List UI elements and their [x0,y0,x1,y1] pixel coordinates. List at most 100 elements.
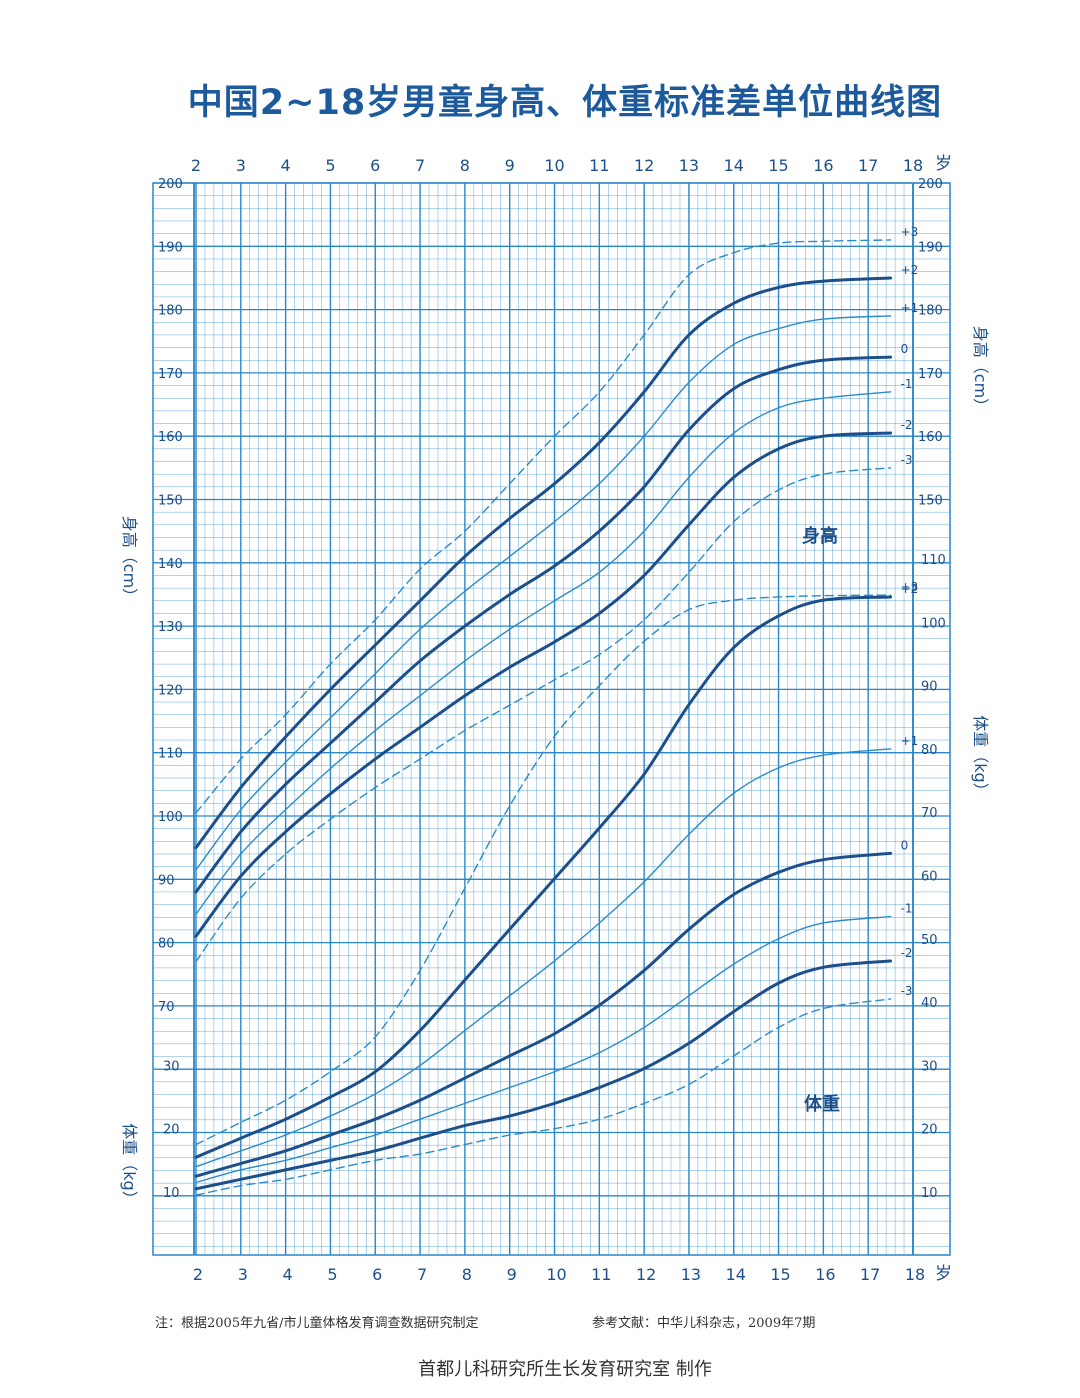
height-area-label: 身高 [802,525,838,547]
height-tick-left: 180 [158,304,183,319]
height-tick-left: 70 [158,1000,175,1015]
weight-tick-left: 10 [163,1186,180,1201]
height-curve-sd-2 [194,431,893,938]
page-title: 中国2~18岁男童身高、体重标准差单位曲线图 [187,83,943,123]
weight-curve-sd-2 [194,959,893,1191]
weight-sd-label: +3 [901,580,919,594]
height-tick-left: 140 [158,557,183,572]
maker-credit: 首都儿科研究所生长发育研究室 制作 [418,1359,712,1380]
weight-sd-label: -2 [901,946,913,960]
weight-curve-sd-3 [195,998,892,1196]
height-tick-left: 90 [158,873,175,888]
weight-tick-right: 70 [921,806,938,821]
age-tick-bottom: 3 [238,1265,248,1284]
height-sd-label: 0 [901,342,909,356]
age-tick-top: 16 [813,156,833,175]
age-tick-bottom: 8 [462,1265,472,1284]
height-sd-label: -1 [901,377,913,391]
weight-tick-left: 30 [163,1059,180,1074]
age-tick-top: 6 [370,156,380,175]
weight-sd-label: +1 [901,734,919,748]
age-tick-bottom: 5 [327,1265,337,1284]
height-tick-right: 180 [918,304,943,319]
height-tick-right: 160 [918,430,943,445]
height-sd-label: +1 [901,301,919,315]
weight-tick-right: 100 [921,616,946,631]
weight-area-label: 体重 [804,1093,840,1115]
weight-curve-sd+2 [194,595,893,1159]
chart-labels: 2 2 3 3 4 4 5 5 6 6 7 7 8 8 9 9 10 10 11 11 12 12 13 13 14 14 15 15… [120,154,990,1284]
age-tick-top: 17 [858,156,878,175]
age-unit-bottom: 岁 [935,1264,952,1284]
weight-tick-right: 60 [921,870,938,885]
weight-curve-sd-1 [195,915,892,1184]
weight-tick-right: 90 [921,680,938,695]
reference-note: 参考文献：中华儿科杂志，2009年7期 [592,1316,816,1331]
height-sd-label: +2 [901,263,919,277]
weight-sd-label: -3 [901,984,913,998]
age-tick-bottom: 13 [681,1265,701,1284]
age-tick-bottom: 2 [193,1265,203,1284]
height-tick-right: 190 [918,240,943,255]
age-tick-bottom: 9 [507,1265,517,1284]
weight-sd-label: 0 [901,838,909,852]
height-tick-left: 110 [158,747,183,762]
age-tick-top: 8 [460,156,470,175]
age-tick-bottom: 6 [372,1265,382,1284]
age-tick-bottom: 10 [546,1265,566,1284]
height-tick-right: 200 [918,177,943,192]
weight-tick-right: 10 [921,1186,938,1201]
weight-sd-label: -1 [901,902,913,916]
age-tick-top: 3 [236,156,246,175]
age-tick-bottom: 11 [591,1265,611,1284]
height-sd-label: +3 [901,225,919,239]
height-tick-left: 200 [158,177,183,192]
age-tick-bottom: 7 [417,1265,427,1284]
weight-tick-right: 30 [921,1059,938,1074]
age-tick-bottom: 12 [636,1265,656,1284]
weight-sd-label: +2 [901,582,919,596]
height-tick-left: 150 [158,494,183,509]
height-curve-sd-3 [195,467,892,963]
age-tick-top: 18 [903,156,923,175]
weight-axis-label-right: 体重（kg） [971,715,990,798]
weight-tick-right: 40 [921,996,938,1011]
age-tick-bottom: 18 [905,1265,925,1284]
height-sd-label: -3 [901,453,913,467]
chart-curves [194,239,893,1196]
weight-axis-label-left: 体重（kg） [120,1123,139,1206]
age-tick-top: 11 [589,156,609,175]
weight-tick-right: 50 [921,933,938,948]
height-curve-sd0 [194,355,893,894]
age-tick-bottom: 17 [860,1265,880,1284]
weight-tick-left: 20 [163,1123,180,1138]
height-tick-left: 170 [158,367,183,382]
age-tick-top: 2 [191,156,201,175]
height-tick-left: 130 [158,620,183,635]
age-tick-top: 5 [325,156,335,175]
weight-tick-right: 20 [921,1123,938,1138]
weight-curve-sd+1 [195,748,892,1168]
age-unit-top: 岁 [935,154,952,174]
height-tick-right: 170 [918,367,943,382]
height-tick-left: 160 [158,430,183,445]
age-tick-bottom: 14 [726,1265,746,1284]
height-tick-left: 120 [158,683,183,698]
height-curve-sd+2 [194,276,893,850]
height-tick-left: 190 [158,240,183,255]
height-tick-left: 80 [158,937,175,952]
height-curve-sd+1 [195,315,892,871]
weight-curve-sd0 [194,851,893,1178]
source-note: 注：根据2005年九省/市儿童体格发育调查数据研究制定 [155,1316,479,1331]
height-axis-label-left: 身高（cm） [120,516,139,604]
height-tick-right: 150 [918,494,943,509]
height-tick-left: 100 [158,810,183,825]
weight-curve-sd+3 [195,594,892,1146]
age-tick-bottom: 15 [770,1265,790,1284]
age-tick-top: 15 [768,156,788,175]
age-tick-top: 7 [415,156,425,175]
height-axis-label-right: 身高（cm） [971,326,990,414]
height-sd-label: -2 [901,418,913,432]
weight-tick-right: 110 [921,553,946,568]
